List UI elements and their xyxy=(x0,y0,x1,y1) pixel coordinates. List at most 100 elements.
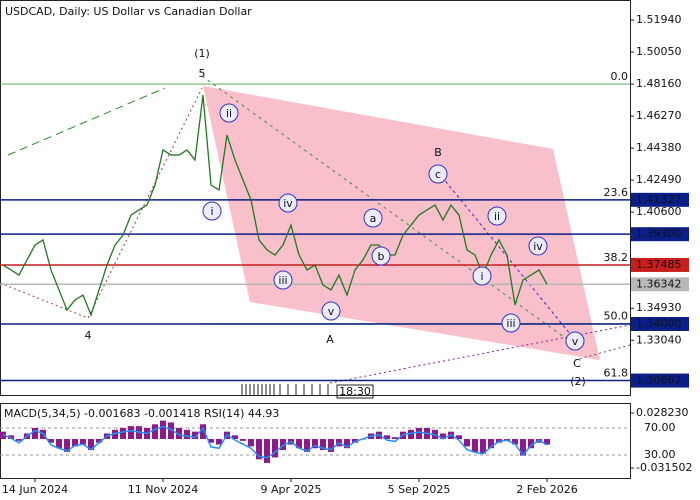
wave-label: C xyxy=(573,357,581,370)
x-tick-label: 14 Jun 2024 xyxy=(2,483,68,496)
macd-bar xyxy=(312,439,318,449)
macd-bar xyxy=(88,439,94,451)
macd-bar xyxy=(64,439,70,452)
macd-bar xyxy=(544,439,550,445)
x-tick-label: 11 Nov 2024 xyxy=(128,483,198,496)
fib-label: 61.8 xyxy=(604,367,629,380)
wave-label: i xyxy=(210,205,213,218)
level-label: 1.41327 xyxy=(636,193,682,206)
macd-bar xyxy=(344,439,350,449)
macd-bar xyxy=(280,439,286,451)
level-label: 1.34000 xyxy=(636,317,682,330)
macd-bar xyxy=(416,427,422,440)
wave-label: 4 xyxy=(85,329,92,342)
wave-circle xyxy=(501,313,521,333)
y-tick-label: 1.46270 xyxy=(636,109,682,122)
macd-bar xyxy=(168,422,174,440)
wave-label: i xyxy=(480,270,483,283)
wave-label: A xyxy=(326,333,334,346)
y-tick-label: -0.031502 xyxy=(636,461,692,474)
wave-label: b xyxy=(378,250,385,263)
macd-bar xyxy=(248,439,254,447)
macd-bar xyxy=(216,439,222,445)
level-label: 1.37485 xyxy=(636,258,682,271)
y-tick-label: 0.028230 xyxy=(636,406,689,419)
x-tick-label: 5 Sep 2025 xyxy=(388,483,451,496)
macd-bar xyxy=(152,424,158,440)
y2-tick-label: 30.00 xyxy=(644,448,676,461)
level-label: 1.30662 xyxy=(636,374,682,387)
macd-bar xyxy=(200,424,206,440)
macd-bar xyxy=(472,439,478,452)
wave-line xyxy=(0,87,203,319)
fib-label: 0.0 xyxy=(611,70,629,83)
macd-bar xyxy=(80,439,86,445)
wave-label: (1) xyxy=(194,47,210,60)
time-box xyxy=(336,384,374,399)
y-tick-label: 1.51940 xyxy=(636,13,682,26)
macd-bar xyxy=(264,439,270,463)
time-ruler xyxy=(241,384,329,396)
time-label: 18:30 xyxy=(339,385,371,398)
wave-circle xyxy=(321,301,341,321)
y2-tick-label: 70.00 xyxy=(644,421,676,434)
panel-frame xyxy=(0,403,631,479)
macd-bar xyxy=(176,427,182,440)
macd-bar xyxy=(528,439,534,449)
macd-bar xyxy=(456,435,462,440)
level-box xyxy=(631,257,689,272)
level-box xyxy=(631,277,689,292)
x-tick-label: 9 Apr 2025 xyxy=(260,483,321,496)
x-tick-label: 2 Feb 2026 xyxy=(516,483,577,496)
macd-bar xyxy=(208,439,214,443)
wave-label: c xyxy=(435,168,441,181)
wave-circle xyxy=(472,266,492,286)
macd-bar xyxy=(128,426,134,440)
y-tick-label: 1.44380 xyxy=(636,141,682,154)
wave-circle xyxy=(273,270,293,290)
wave-circle xyxy=(278,193,298,213)
wave-label: iii xyxy=(506,317,515,330)
macd-bar xyxy=(232,435,238,440)
macd-bar xyxy=(304,439,310,452)
y-tick-label: 1.50050 xyxy=(636,45,682,58)
y-tick-label: 1.33040 xyxy=(636,333,682,346)
fib-label: 23.6 xyxy=(604,186,629,199)
macd-bar xyxy=(16,439,22,441)
wave-label: v xyxy=(328,305,335,318)
macd-bar xyxy=(96,439,102,443)
macd-bar xyxy=(328,439,334,452)
wave-label: v xyxy=(572,335,579,348)
wave-circle xyxy=(528,236,548,256)
macd-bar xyxy=(120,427,126,440)
wave-label: iv xyxy=(283,197,293,210)
level-label: 1.39300 xyxy=(636,227,682,240)
wave-label: iii xyxy=(278,274,287,287)
wave-label: B xyxy=(434,146,442,159)
wave-circle xyxy=(487,206,507,226)
wave-circle xyxy=(363,208,383,228)
macd-bar xyxy=(512,439,518,445)
wave-label: ii xyxy=(494,210,500,223)
macd-bar xyxy=(272,439,278,458)
wave-label: a xyxy=(370,212,377,225)
macd-bar xyxy=(72,439,78,447)
fib-label: 38.2 xyxy=(604,251,629,264)
macd-bar xyxy=(8,435,14,440)
price-line xyxy=(2,94,548,317)
macd-bar xyxy=(112,429,118,440)
level-box xyxy=(631,227,689,242)
chart-title: USDCAD, Daily: US Dollar vs Canadian Dol… xyxy=(5,5,252,18)
macd-bar xyxy=(240,439,246,441)
macd-bar xyxy=(440,433,446,440)
wave-circle xyxy=(371,246,391,266)
wave-label: ii xyxy=(226,107,232,120)
level-box xyxy=(631,373,689,388)
macd-bar xyxy=(392,437,398,440)
wave-label: (2) xyxy=(570,375,586,388)
trend-line xyxy=(7,87,166,156)
wave-circle xyxy=(202,201,222,221)
level-box xyxy=(631,192,689,207)
